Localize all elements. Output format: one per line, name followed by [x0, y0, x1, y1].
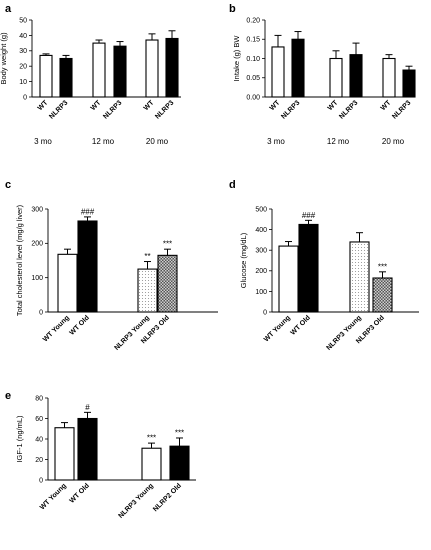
panel-letter: c	[5, 179, 11, 191]
x-category-label: NLRP3	[280, 99, 301, 120]
bar	[298, 223, 319, 313]
x-category-label: WT	[37, 99, 50, 112]
x-category-label: WT Young	[39, 482, 68, 511]
significance-marker: ***	[175, 428, 184, 437]
y-tick-label: 0	[39, 477, 43, 484]
y-tick-label: 200	[31, 241, 43, 248]
panel-letter: a	[5, 3, 12, 15]
group-label: 12 mo	[92, 137, 115, 146]
significance-marker: ***	[163, 240, 172, 249]
y-axis-label: Body weight (g)	[0, 32, 8, 85]
y-tick-label: 0.10	[246, 56, 260, 63]
y-tick-label: 20	[19, 64, 27, 71]
x-category-label: WT Young	[263, 314, 292, 343]
y-tick-label: 40	[35, 436, 43, 443]
y-tick-label: 400	[255, 227, 267, 234]
bar	[349, 54, 363, 98]
bar	[92, 42, 106, 98]
y-tick-label: 0	[23, 94, 27, 101]
group-label: 20 mo	[146, 137, 169, 146]
panel-letter: e	[5, 390, 11, 402]
x-category-label: WT	[269, 99, 282, 112]
x-category-label: WT	[380, 99, 393, 112]
x-category-label: WT	[143, 99, 156, 112]
x-category-label: WT Old	[290, 314, 312, 336]
x-category-label: NLRP3	[338, 99, 359, 120]
y-tick-label: 10	[19, 79, 27, 86]
y-tick-label: 0	[263, 309, 267, 316]
x-category-label: NLRP3	[154, 99, 175, 120]
bar	[157, 254, 178, 313]
x-category-label: WT Young	[42, 314, 71, 343]
group-label: 3 mo	[34, 137, 52, 146]
x-category-label: WT Old	[69, 314, 91, 336]
bar	[113, 45, 127, 98]
y-tick-label: 20	[35, 457, 43, 464]
y-tick-label: 200	[255, 268, 267, 275]
y-axis-label: Glucose (mg/dL)	[239, 232, 248, 288]
x-category-label: WT Old	[69, 482, 91, 504]
significance-marker: #	[85, 403, 90, 412]
panel-letter: b	[229, 3, 236, 15]
y-tick-label: 100	[31, 275, 43, 282]
bar	[54, 427, 75, 481]
panel-letter: d	[229, 179, 236, 191]
y-tick-label: 0	[39, 309, 43, 316]
y-axis-label: Intake (g) BW	[232, 35, 241, 82]
bar	[169, 445, 190, 481]
group-label: 3 mo	[267, 137, 285, 146]
y-axis-label: IGF-1 (ng/mL)	[15, 415, 24, 463]
bar	[278, 245, 299, 313]
bar	[291, 38, 305, 98]
y-tick-label: 500	[255, 206, 267, 213]
y-tick-label: 50	[19, 17, 27, 24]
x-category-label: NLRP3	[391, 99, 412, 120]
bar	[145, 39, 159, 98]
significance-marker: ***	[378, 262, 387, 271]
y-tick-label: 40	[19, 33, 27, 40]
bar	[349, 241, 370, 313]
x-category-label: NLRP2 Old	[152, 482, 183, 513]
bar	[382, 57, 396, 98]
significance-marker: **	[144, 252, 150, 261]
y-tick-label: 0.15	[246, 37, 260, 44]
y-tick-label: 100	[255, 289, 267, 296]
bar	[137, 268, 158, 313]
x-category-label: WT	[327, 99, 340, 112]
y-tick-label: 30	[19, 48, 27, 55]
y-tick-label: 300	[31, 206, 43, 213]
bar	[372, 277, 393, 313]
y-tick-label: 0.20	[246, 17, 260, 24]
bar	[271, 46, 285, 98]
y-tick-label: 300	[255, 248, 267, 255]
bar	[39, 54, 53, 98]
y-tick-label: 80	[35, 395, 43, 402]
x-category-label: NLRP3	[48, 99, 69, 120]
bar	[402, 69, 416, 98]
significance-marker: ***	[147, 434, 156, 443]
x-category-label: WT	[90, 99, 103, 112]
bar	[77, 417, 98, 481]
bar	[59, 57, 73, 98]
x-category-label: NLRP3 Young	[113, 314, 150, 351]
bar	[141, 447, 162, 481]
x-category-label: NLRP3 Young	[325, 314, 362, 351]
group-label: 20 mo	[382, 137, 405, 146]
bar	[57, 253, 78, 313]
y-tick-label: 60	[35, 416, 43, 423]
y-tick-label: 0.05	[246, 75, 260, 82]
y-tick-label: 0.00	[246, 94, 260, 101]
bar	[165, 37, 179, 98]
group-label: 12 mo	[327, 137, 350, 146]
x-category-label: NLRP3	[102, 99, 123, 120]
y-axis-label: Total cholesterol level (mg/g liver)	[15, 204, 24, 316]
significance-marker: ###	[302, 211, 316, 220]
significance-marker: ###	[81, 207, 95, 216]
x-category-label: NLRP3 Young	[117, 482, 154, 519]
bar	[77, 220, 98, 313]
bar	[329, 57, 343, 98]
